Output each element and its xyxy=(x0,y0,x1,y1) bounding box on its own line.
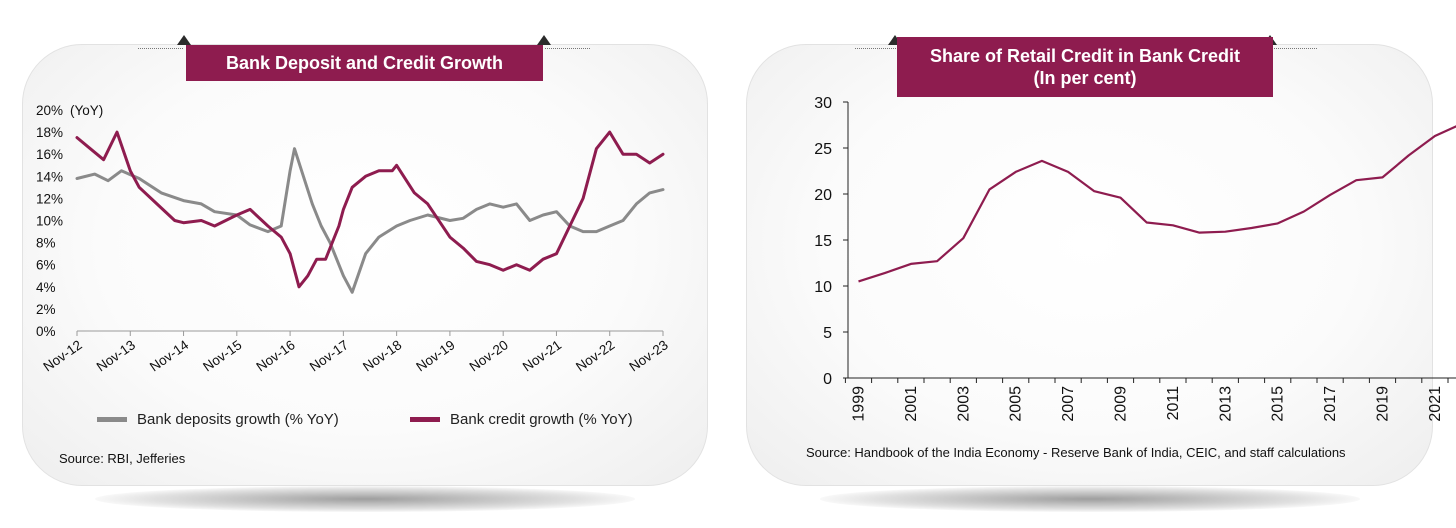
y-tick-label: 25 xyxy=(814,141,832,158)
legend-deposits: Bank deposits growth (% YoY) xyxy=(97,411,339,428)
x-tick-label: 1999 xyxy=(851,386,868,422)
x-tick-label: 2019 xyxy=(1375,386,1392,422)
right-chart-subtitle: (In per cent) xyxy=(1033,68,1137,88)
x-tick-label: 2015 xyxy=(1270,386,1287,422)
y-tick-label: 30 xyxy=(814,95,832,112)
left-dotted-line-a xyxy=(138,48,183,49)
left-chart-title: Bank Deposit and Credit Growth xyxy=(186,45,543,81)
y-unit-label: (YoY) xyxy=(70,103,103,118)
legend-credit-swatch xyxy=(410,417,440,422)
x-tick-label: 2001 xyxy=(903,386,920,422)
legend-deposits-label: Bank deposits growth (% YoY) xyxy=(137,411,339,428)
x-tick-label: 2003 xyxy=(955,386,972,422)
y-tick-label: 20% xyxy=(36,103,63,118)
x-tick-label: 2013 xyxy=(1217,386,1234,422)
x-tick-label: 2005 xyxy=(1008,386,1025,422)
credit-growth-line xyxy=(75,130,665,289)
y-tick-label: 15 xyxy=(814,233,832,250)
right-dotted-line-a xyxy=(855,48,900,49)
right-source: Source: Handbook of the India Economy - … xyxy=(806,445,1346,460)
retail-credit-share-line xyxy=(858,125,1456,283)
y-tick-label: 4% xyxy=(36,280,56,295)
x-tick-label: 2017 xyxy=(1322,386,1339,422)
y-tick-label: 18% xyxy=(36,125,63,140)
left-panel-shadow xyxy=(95,486,635,512)
left-banner-tab-left xyxy=(177,35,191,45)
x-tick-label: 2007 xyxy=(1060,386,1077,422)
y-tick-label: 5 xyxy=(823,325,832,342)
left-banner-tab-right xyxy=(537,35,551,45)
y-tick-label: 14% xyxy=(36,169,63,184)
x-tick-label: 2011 xyxy=(1165,386,1182,421)
right-dotted-line-b xyxy=(1272,48,1317,49)
y-tick-label: 20 xyxy=(814,187,832,204)
left-chart-panel xyxy=(22,44,708,486)
left-dotted-line-b xyxy=(545,48,590,49)
left-source: Source: RBI, Jefferies xyxy=(59,451,186,466)
y-tick-label: 10 xyxy=(814,279,832,296)
y-tick-label: 0 xyxy=(823,371,832,388)
right-chart-title: Share of Retail Credit in Bank Credit (I… xyxy=(897,37,1273,97)
y-tick-label: 10% xyxy=(36,214,63,229)
y-tick-label: 8% xyxy=(36,236,56,251)
x-tick-label: 2009 xyxy=(1113,386,1130,422)
y-tick-label: 2% xyxy=(36,302,56,317)
right-panel-shadow xyxy=(820,486,1360,512)
legend-deposits-swatch xyxy=(97,417,127,422)
y-tick-label: 6% xyxy=(36,258,56,273)
legend-credit-label: Bank credit growth (% YoY) xyxy=(450,411,633,428)
right-banner-tab-left xyxy=(888,35,902,45)
x-tick-label: 2021 xyxy=(1427,386,1444,422)
left-line-chart: 0%2%4%6%8%10%12%14%16%18%20% (YoY)Nov-12 N… xyxy=(36,103,671,374)
legend-credit: Bank credit growth (% YoY) xyxy=(410,411,633,428)
y-tick-label: 0% xyxy=(36,324,56,339)
y-tick-label: 12% xyxy=(36,191,63,206)
right-line-chart: 0 5 10 15 20 25 30 1999 2001 2003 2005 2007 2009 2011… xyxy=(814,95,1456,422)
right-chart-panel xyxy=(746,44,1433,486)
right-chart-title-text: Share of Retail Credit in Bank Credit xyxy=(929,46,1241,66)
y-tick-label: 16% xyxy=(36,147,63,162)
